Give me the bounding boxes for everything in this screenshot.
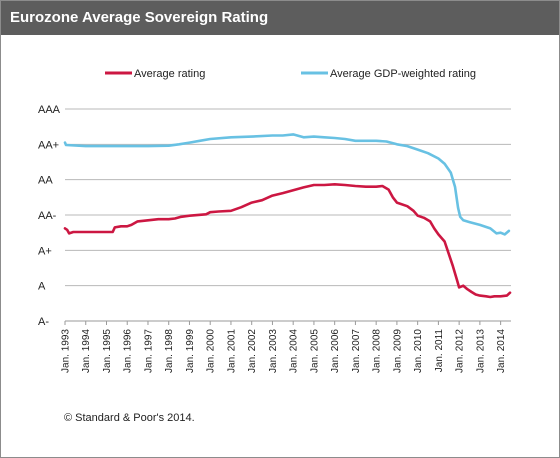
source-note: © Standard & Poor's 2014.: [64, 412, 195, 424]
x-tick-label: Jan. 2007: [351, 329, 362, 373]
legend-label: Average rating: [134, 68, 205, 80]
x-tick-label: Jan. 2011: [434, 329, 445, 373]
y-tick-label: AA-: [38, 210, 57, 222]
x-tick-label: Jan. 2003: [268, 329, 279, 373]
x-tick-label: Jan. 2013: [475, 329, 486, 373]
x-tick-label: Jan. 1997: [143, 329, 154, 373]
y-tick-label: AAA: [38, 104, 61, 116]
x-tick-label: Jan. 1999: [185, 329, 196, 373]
y-tick-label: A: [38, 281, 46, 293]
y-tick-label: AA+: [38, 139, 59, 151]
x-tick-label: Jan. 1995: [102, 329, 113, 373]
y-tick-label: A+: [38, 245, 52, 257]
average-rating-line: [63, 183, 512, 299]
x-tick-label: Jan. 1993: [61, 329, 72, 373]
x-tick-label: Jan. 2010: [413, 329, 424, 373]
x-tick-label: Jan. 1996: [123, 329, 134, 373]
chart-title: Eurozone Average Sovereign Rating: [10, 9, 269, 26]
x-tick-label: Jan. 2012: [455, 329, 466, 373]
x-tick-label: Jan. 2000: [206, 329, 217, 373]
legend-label: Average GDP-weighted rating: [330, 68, 476, 80]
x-tick-label: Jan. 1998: [164, 329, 175, 373]
y-tick-label: A-: [38, 316, 49, 328]
x-tick-label: Jan. 2009: [392, 329, 403, 373]
title-bar: Eurozone Average Sovereign Rating: [1, 1, 559, 35]
x-tick-label: Jan. 2001: [226, 329, 237, 373]
x-tick-label: Jan. 2002: [247, 329, 258, 373]
x-tick-label: Jan. 2006: [330, 329, 341, 373]
x-tick-label: Jan. 2008: [372, 329, 383, 373]
gdp-weighted-rating-line: [63, 133, 511, 236]
x-tick-label: Jan. 2004: [289, 329, 300, 373]
x-tick-label: Jan. 2005: [309, 329, 320, 373]
y-tick-label: AA: [38, 175, 53, 187]
x-tick-label: Jan. 2014: [496, 329, 507, 373]
x-tick-label: Jan. 1994: [81, 329, 92, 373]
